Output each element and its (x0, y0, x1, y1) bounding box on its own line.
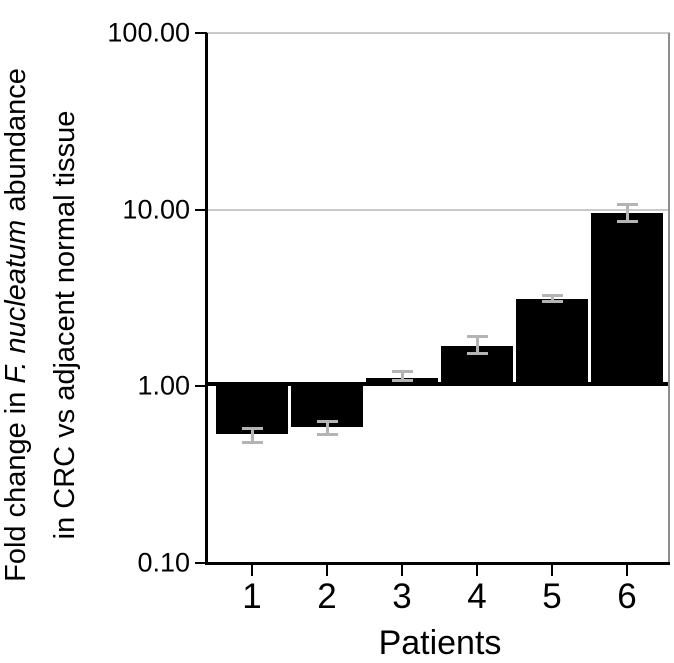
error-bar-cap-top (391, 370, 413, 374)
error-bar-cap-bottom (316, 433, 338, 437)
y-axis-line (205, 33, 208, 565)
y-tick (195, 385, 207, 388)
baseline-1x-line (207, 382, 670, 387)
error-bar-line (550, 295, 554, 303)
error-bar-line (250, 428, 254, 443)
y-tick-label: 0.10 (137, 547, 190, 578)
error-bar-cap-bottom (466, 352, 488, 356)
y-gridline (207, 208, 670, 211)
y-tick (195, 562, 207, 564)
y-gridline (207, 32, 670, 34)
x-tick-label: 4 (467, 577, 487, 616)
x-tick-label: 5 (542, 577, 562, 616)
error-bar-cap-top (241, 427, 263, 431)
x-tick-label: 3 (392, 577, 412, 616)
error-bar-cap-top (541, 294, 563, 298)
bar (516, 299, 588, 387)
x-tick-label: 1 (242, 577, 262, 616)
bar (591, 212, 663, 387)
x-tick (626, 565, 628, 576)
x-tick (326, 565, 328, 576)
x-tick (551, 565, 553, 576)
error-bar-line (475, 335, 479, 355)
x-tick (476, 565, 478, 576)
y-tick-label: 100.00 (107, 17, 190, 48)
x-axis-line (205, 562, 670, 565)
y-tick (195, 208, 207, 211)
error-bar-cap-bottom (241, 440, 263, 444)
error-bar-line (625, 203, 629, 223)
y-tick-label: 10.00 (122, 194, 190, 225)
x-tick-label: 6 (617, 577, 637, 616)
bar (216, 385, 288, 434)
y-tick-label: 1.00 (137, 370, 190, 401)
error-bar-line (325, 420, 329, 436)
x-tick-label: 2 (317, 577, 337, 616)
bar (366, 378, 438, 387)
plot-right-border (668, 33, 670, 563)
error-bar-cap-bottom (541, 300, 563, 304)
error-bar-cap-top (316, 419, 338, 423)
x-axis-title: Patients (378, 624, 502, 662)
error-bar-cap-top (616, 202, 638, 206)
error-bar-cap-bottom (391, 379, 413, 383)
y-tick (195, 32, 207, 34)
x-tick (401, 565, 403, 576)
error-bar-line (400, 371, 404, 382)
error-bar-cap-top (466, 334, 488, 338)
error-bar-cap-bottom (616, 220, 638, 224)
x-tick (251, 565, 253, 576)
